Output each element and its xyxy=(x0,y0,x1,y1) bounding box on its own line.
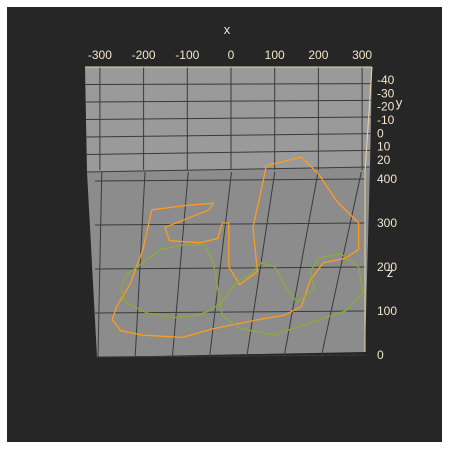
x-grid-line-back xyxy=(171,171,189,358)
y-grid-line xyxy=(86,133,371,138)
y-grid-line xyxy=(85,83,372,85)
x-axis-label: x xyxy=(224,22,231,37)
series-group xyxy=(111,156,364,339)
x-grid-line-back xyxy=(283,171,319,358)
x-tick-labels: -300 -200 -100 0 100 200 300 xyxy=(88,48,373,62)
z-axis-label: z xyxy=(387,265,394,280)
y-tick-label: -30 xyxy=(377,86,395,100)
y-tick-label: 20 xyxy=(377,153,391,167)
y-tick-label: -20 xyxy=(377,100,395,114)
y-axis-line xyxy=(364,66,373,173)
x-grid-line-back xyxy=(97,171,103,358)
z-tick-label: 100 xyxy=(377,304,397,318)
x-tick-label: 0 xyxy=(228,48,235,62)
y-grid-line xyxy=(85,99,372,103)
y-grid-line xyxy=(86,149,371,155)
y-tick-label: -40 xyxy=(377,73,395,87)
top-pane xyxy=(85,67,372,172)
y-grid-line xyxy=(86,166,371,173)
z-grid-line xyxy=(94,222,366,226)
x-tick-label: 200 xyxy=(308,48,328,62)
chart-3d: -300 -200 -100 0 100 200 300 -40-30-20-1001020… xyxy=(85,22,403,362)
z-tick-labels: 0 100 200 300 400 xyxy=(377,172,397,362)
x-tick-label: 100 xyxy=(265,48,285,62)
x-grid-line-back xyxy=(209,171,233,358)
y-tick-label: 10 xyxy=(377,140,391,154)
series-line-2 xyxy=(120,244,364,336)
z-tick-label: 400 xyxy=(377,172,397,186)
y-tick-label: -10 xyxy=(377,113,395,127)
x-tick-label: -100 xyxy=(175,48,199,62)
y-grid-line xyxy=(85,116,372,120)
z-tick-label: 200 xyxy=(377,260,397,274)
z-grid-line xyxy=(94,178,366,182)
figure-background: -300 -200 -100 0 100 200 300 -40 -30 -20 -10 0 10 20… xyxy=(7,7,442,442)
y-tick-label: 0 xyxy=(377,126,384,140)
x-grid-line-back xyxy=(320,171,362,358)
z-tick-label: 0 xyxy=(377,348,384,362)
z-tick-label: 300 xyxy=(377,216,397,230)
x-tick-label: 300 xyxy=(352,48,372,62)
series-line-1 xyxy=(111,156,360,339)
y-axis-label: y xyxy=(396,95,403,110)
x-tick-label: -200 xyxy=(132,48,156,62)
x-tick-label: -300 xyxy=(88,48,112,62)
z-grid-line xyxy=(94,354,366,358)
z-grid-line xyxy=(94,310,366,314)
